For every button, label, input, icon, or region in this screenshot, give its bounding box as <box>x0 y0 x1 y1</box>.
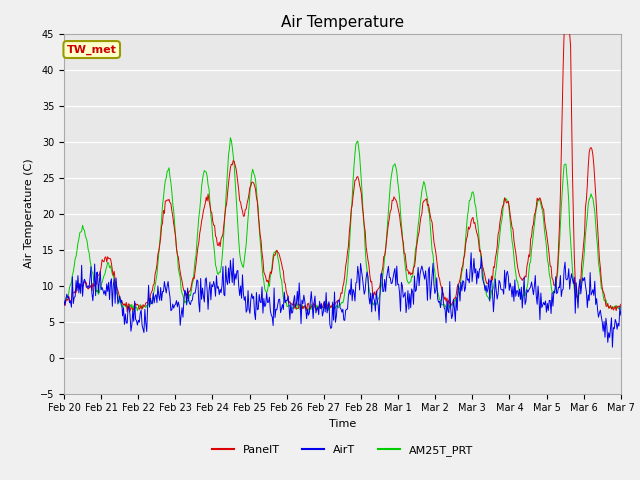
Legend: PanelT, AirT, AM25T_PRT: PanelT, AirT, AM25T_PRT <box>207 440 477 460</box>
Title: Air Temperature: Air Temperature <box>281 15 404 30</box>
Y-axis label: Air Temperature (C): Air Temperature (C) <box>24 159 35 268</box>
Text: TW_met: TW_met <box>67 44 116 55</box>
X-axis label: Time: Time <box>329 419 356 429</box>
